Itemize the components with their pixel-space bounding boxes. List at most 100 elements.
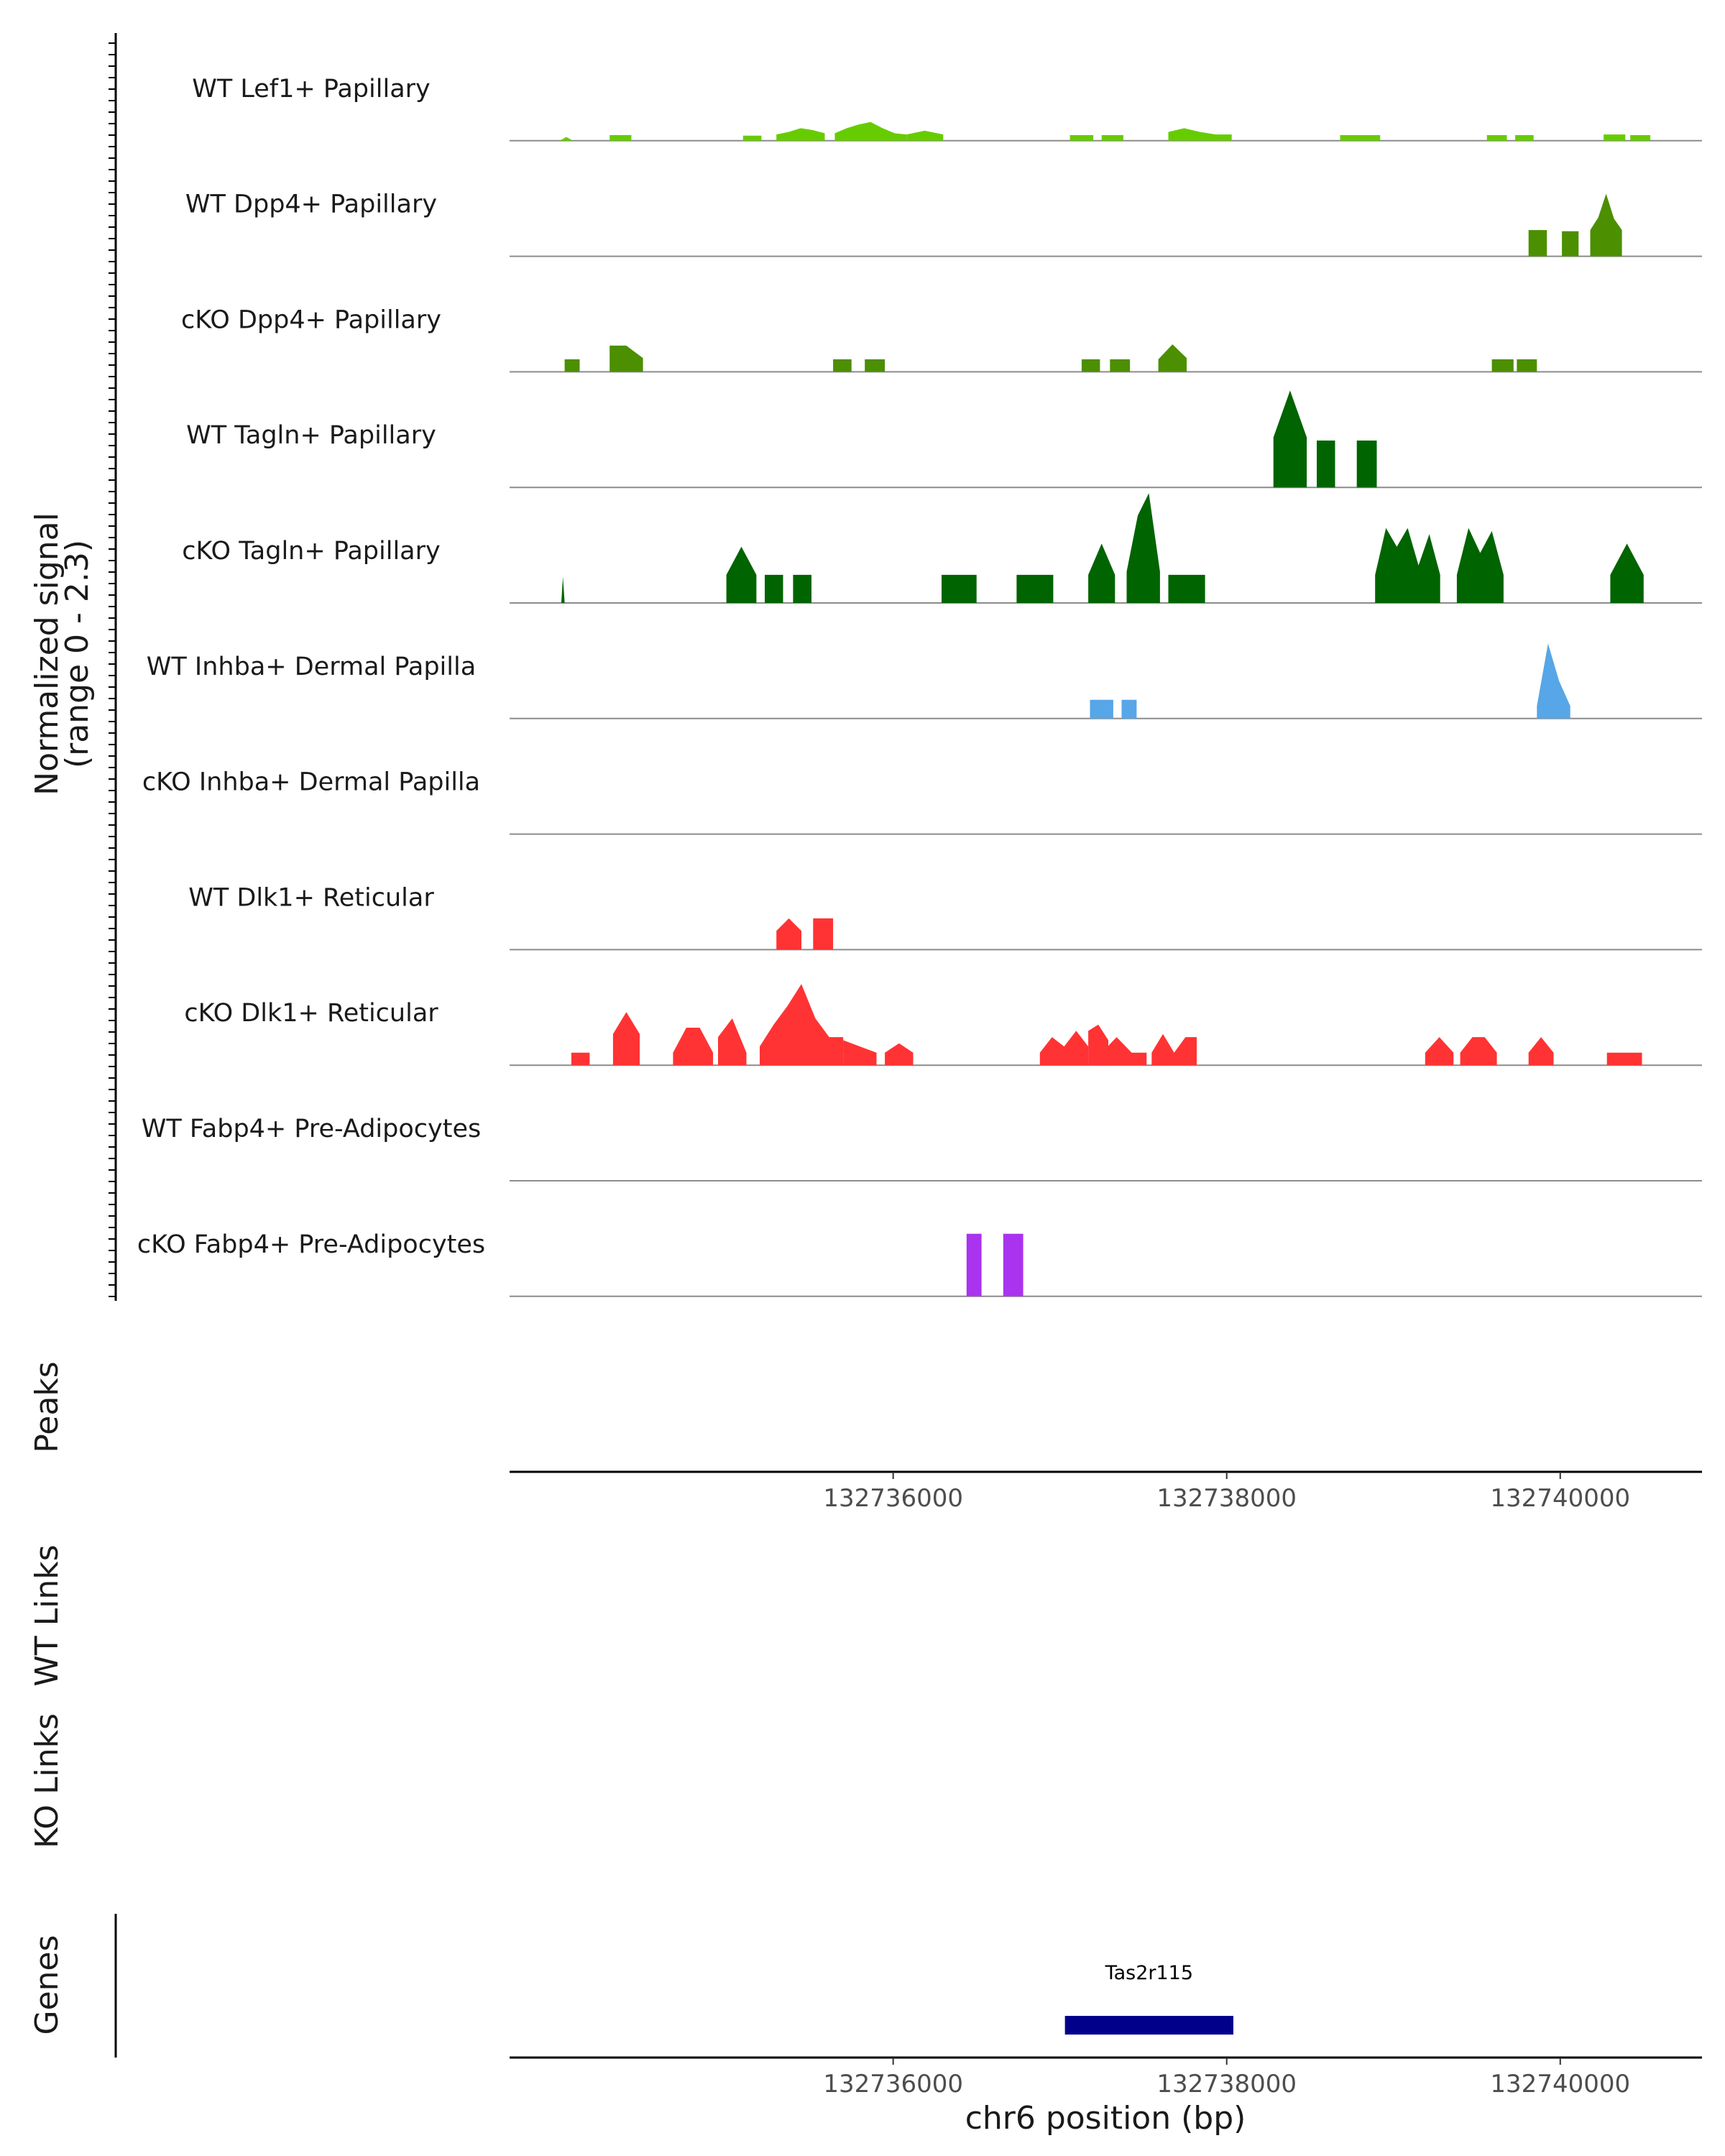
signal-axis-title-line-2: (range 0 - 2.3) — [59, 540, 96, 768]
x-tick-label: 132740000 — [1490, 1484, 1630, 1513]
x-tick-label: 132738000 — [1156, 2070, 1297, 2099]
signal-peak — [1604, 134, 1626, 141]
signal-peak — [726, 546, 757, 603]
signal-peak — [1537, 643, 1570, 719]
track-label: cKO Tagln+ Papillary — [182, 537, 441, 566]
signal-peak — [1168, 128, 1232, 141]
signal-peak — [1003, 1233, 1024, 1296]
signal-peak — [906, 130, 944, 141]
signal-peak — [1039, 1031, 1089, 1066]
x-tick-label: 132736000 — [823, 1484, 963, 1513]
track-label: WT Fabp4+ Pre-Adipocytes — [142, 1115, 481, 1143]
x-tick-label: 132736000 — [823, 2070, 963, 2099]
track-10: WT Fabp4+ Pre-Adipocytes — [142, 1115, 1702, 1181]
signal-peak — [1016, 574, 1054, 603]
signal-peak — [1562, 231, 1579, 257]
signal-peak — [1456, 528, 1504, 603]
signal-peak — [1101, 1037, 1147, 1066]
track-8: WT Dlk1+ Reticular — [188, 883, 1702, 951]
signal-peak — [1515, 135, 1534, 141]
track-11: cKO Fabp4+ Pre-Adipocytes — [137, 1230, 1702, 1297]
signal-peak — [1460, 1037, 1497, 1066]
signal-peak — [1101, 135, 1123, 141]
track-label: cKO Dpp4+ Papillary — [181, 305, 441, 334]
signal-peak — [610, 135, 632, 141]
signal-peak — [1590, 193, 1622, 257]
track-3: cKO Dpp4+ Papillary — [181, 305, 1702, 373]
signal-tracks: WT Lef1+ Papillary WT Dpp4+ Papillary cKO … — [137, 75, 1702, 1297]
signal-peak — [813, 918, 834, 950]
track-7: cKO Inhba+ Dermal Papilla — [142, 768, 1702, 835]
x-tick-label: 132738000 — [1156, 1484, 1297, 1513]
signal-peak — [610, 345, 643, 372]
signal-peak — [571, 1052, 590, 1066]
track-label: WT Dpp4+ Papillary — [185, 190, 437, 219]
track-label: cKO Dlk1+ Reticular — [184, 999, 438, 1028]
signal-peak — [1081, 359, 1100, 372]
signal-peak — [561, 576, 565, 603]
genes-panel-label: Genes — [29, 1935, 65, 2035]
signal-peak — [1070, 135, 1094, 141]
signal-peak — [559, 137, 574, 141]
signal-peak — [612, 1012, 640, 1066]
track-1: WT Lef1+ Papillary — [192, 75, 1702, 142]
signal-peak — [834, 121, 907, 141]
signal-peak — [885, 1043, 914, 1066]
signal-peak — [1151, 1033, 1197, 1066]
signal-peak — [1168, 574, 1205, 603]
signal-peak — [564, 359, 580, 372]
signal-peak — [1121, 699, 1137, 719]
signal-peak — [776, 128, 825, 141]
signal-peak — [865, 359, 886, 372]
track-5: cKO Tagln+ Papillary — [182, 493, 1702, 604]
signal-peak — [742, 135, 762, 141]
track-label: WT Inhba+ Dermal Papilla — [147, 653, 476, 681]
signal-peak — [1486, 135, 1507, 141]
track-label: WT Lef1+ Papillary — [192, 75, 431, 103]
signal-peak — [1356, 441, 1377, 488]
signal-peak — [718, 1018, 747, 1066]
signal-peak — [760, 984, 844, 1066]
x-tick-label: 132740000 — [1490, 2070, 1630, 2099]
ko-links-panel-label: KO Links — [29, 1713, 65, 1848]
track-label: WT Tagln+ Papillary — [186, 421, 436, 450]
signal-peak — [765, 574, 783, 603]
track-6: WT Inhba+ Dermal Papilla — [147, 643, 1702, 719]
signal-peak — [776, 918, 801, 950]
gene-label: Tas2r115 — [1105, 1962, 1193, 1984]
signal-peak — [1090, 699, 1113, 719]
track-label: cKO Fabp4+ Pre-Adipocytes — [137, 1230, 485, 1259]
track-2: WT Dpp4+ Papillary — [185, 190, 1702, 257]
signal-peak — [1606, 1052, 1642, 1066]
signal-axis-title: Normalized signal (range 0 - 2.3) — [29, 512, 96, 796]
signal-peak — [966, 1233, 982, 1296]
signal-peak — [1630, 135, 1651, 141]
signal-peak — [1126, 493, 1160, 603]
signal-peak — [843, 1040, 877, 1066]
gene-body — [1064, 2016, 1234, 2035]
signal-peak — [1317, 441, 1335, 488]
signal-peak — [833, 359, 852, 372]
signal-peak — [673, 1028, 714, 1066]
track-9: cKO Dlk1+ Reticular — [184, 984, 1702, 1067]
signal-peak — [1158, 344, 1187, 372]
signal-peak — [1088, 543, 1116, 603]
signal-peak — [793, 574, 811, 603]
track-4: WT Tagln+ Papillary — [186, 390, 1702, 489]
wt-links-panel-label: WT Links — [29, 1544, 65, 1686]
signal-peak — [1610, 543, 1644, 603]
signal-peak — [1491, 359, 1514, 372]
x-axis-title: chr6 position (bp) — [965, 2100, 1246, 2137]
signal-axis-title-line-1: Normalized signal — [29, 512, 65, 796]
signal-peak — [1425, 1037, 1454, 1066]
signal-peak — [1528, 1037, 1554, 1066]
signal-peak — [1375, 528, 1440, 603]
signal-axis — [109, 33, 117, 1301]
track-label: cKO Inhba+ Dermal Papilla — [142, 768, 480, 797]
signal-peak — [1110, 359, 1131, 372]
signal-peak — [1340, 135, 1381, 141]
signal-peak — [1273, 390, 1307, 488]
signal-peak — [1517, 359, 1537, 372]
peaks-panel-label: Peaks — [29, 1361, 65, 1452]
